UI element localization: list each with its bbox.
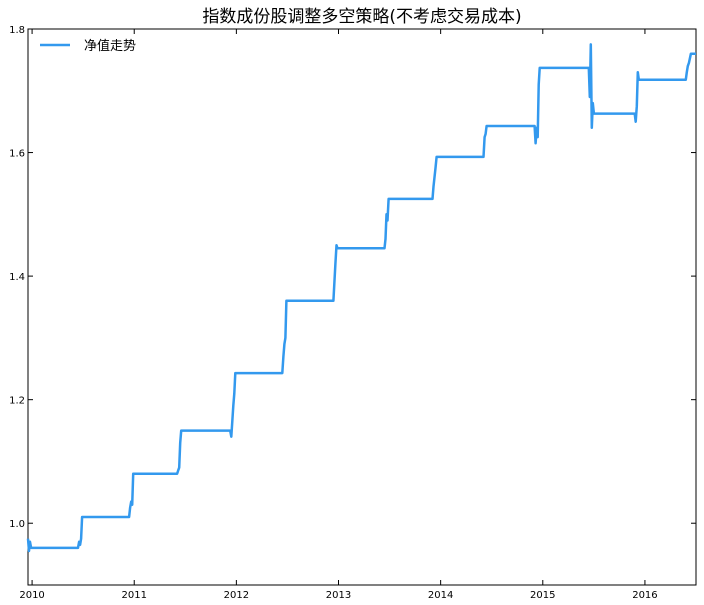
chart-title: 指数成份股调整多空策略(不考虑交易成本) (202, 7, 521, 27)
x-tick-label: 2014 (428, 590, 453, 601)
axis-ticks: 2010 2011 2012 2013 2014 2015 2016 1.0 1.2 1.4 1.6… (9, 25, 696, 601)
x-tick-label: 2013 (326, 590, 351, 601)
y-tick-label: 1.6 (9, 149, 25, 160)
series-line (26, 43, 696, 553)
x-tick-label: 2011 (121, 590, 146, 601)
x-tick-label: 2010 (19, 590, 44, 601)
legend-label: 净值走势 (84, 38, 136, 54)
series-layer (26, 43, 696, 553)
plot-frame (27, 28, 697, 586)
x-tick-label: 2015 (530, 590, 555, 601)
y-tick-label: 1.4 (9, 272, 25, 283)
legend: 净值走势 (40, 38, 136, 54)
x-tick-label: 2016 (632, 590, 657, 601)
x-tick-label: 2012 (224, 590, 249, 601)
y-tick-label: 1.0 (9, 519, 25, 530)
y-tick-label: 1.2 (9, 396, 25, 407)
y-tick-label: 1.8 (9, 25, 25, 36)
